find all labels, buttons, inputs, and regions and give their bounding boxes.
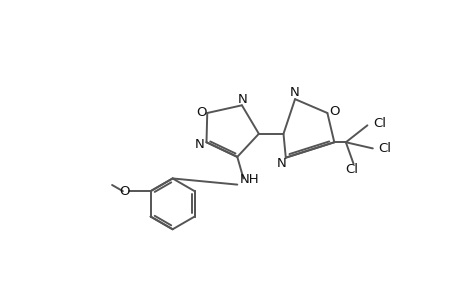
- Text: Cl: Cl: [372, 117, 385, 130]
- Text: Cl: Cl: [377, 142, 390, 155]
- Text: N: N: [289, 86, 298, 100]
- Text: O: O: [196, 106, 207, 119]
- Text: NH: NH: [239, 173, 259, 187]
- Text: N: N: [237, 93, 247, 106]
- Text: N: N: [276, 157, 285, 170]
- Text: O: O: [119, 185, 129, 198]
- Text: N: N: [194, 138, 204, 151]
- Text: O: O: [328, 105, 339, 118]
- Text: Cl: Cl: [345, 164, 358, 176]
